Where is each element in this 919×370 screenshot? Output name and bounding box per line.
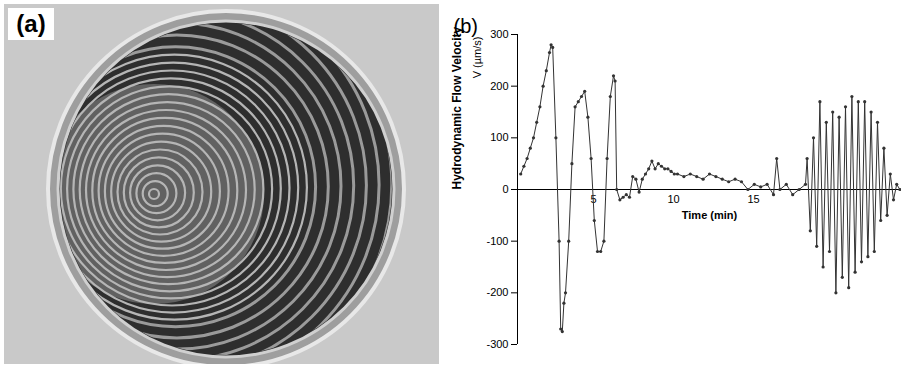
svg-text:15: 15 — [747, 193, 759, 205]
svg-text:0: 0 — [502, 183, 508, 195]
svg-text:(a): (a) — [16, 10, 45, 37]
svg-text:V (µm/s): V (µm/s) — [471, 37, 483, 79]
svg-text:-200: -200 — [486, 286, 508, 298]
svg-text:5: 5 — [590, 193, 597, 205]
svg-text:Time (min): Time (min) — [682, 209, 738, 221]
svg-text:(b): (b) — [454, 15, 478, 37]
svg-text:-300: -300 — [486, 338, 508, 350]
svg-text:200: 200 — [490, 80, 508, 92]
svg-text:10: 10 — [667, 193, 679, 205]
svg-text:Hydrodynamic Flow Velocity: Hydrodynamic Flow Velocity — [450, 26, 464, 189]
svg-text:300: 300 — [490, 28, 508, 40]
svg-text:-100: -100 — [486, 235, 508, 247]
svg-text:100: 100 — [490, 131, 508, 143]
